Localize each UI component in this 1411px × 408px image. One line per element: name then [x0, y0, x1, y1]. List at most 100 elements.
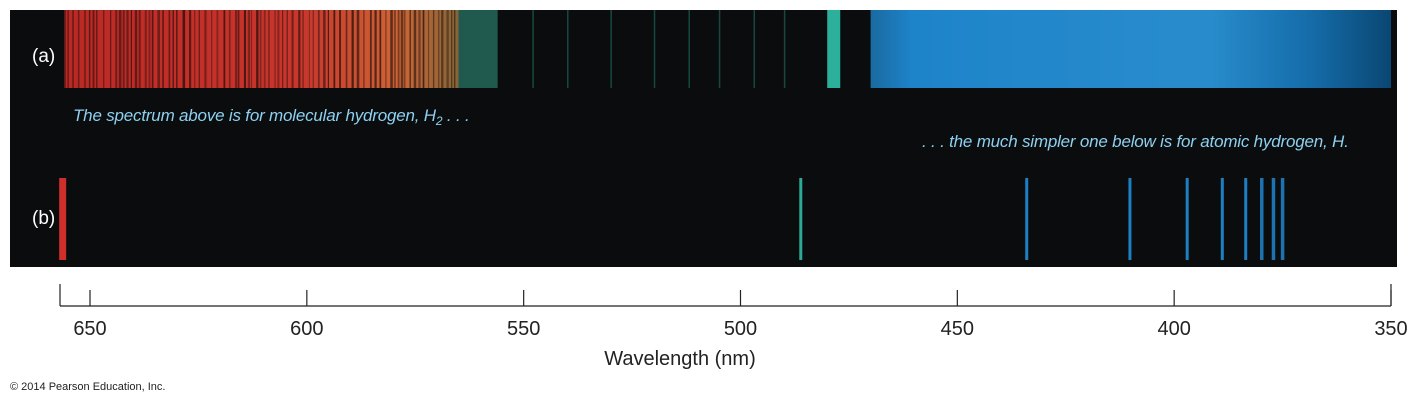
spectrum-a-gap — [351, 10, 354, 88]
spectrum-a-band-segment — [63, 10, 459, 88]
spectrum-a-gap — [369, 10, 372, 88]
spectrum-a-gap — [397, 10, 400, 88]
spectrum-a-gap — [67, 10, 69, 88]
spectrum-a-gap — [268, 10, 270, 88]
spectrum-a-faint-line — [783, 10, 786, 88]
axis-tick-label: 450 — [940, 318, 975, 340]
spectrum-a-gap — [151, 10, 154, 88]
spectrum-b-line — [1185, 178, 1189, 260]
spectrum-a-gap — [451, 10, 453, 88]
spectrum-a-gap — [379, 10, 382, 88]
spectrum-a-gap — [286, 10, 288, 88]
spectrum-a-gap — [118, 10, 122, 88]
spectrum-a-gap — [235, 10, 238, 88]
spectrum-a-gap — [228, 10, 231, 88]
spectrum-a-gap — [446, 10, 449, 88]
spectrum-a-gap — [115, 10, 118, 88]
spectrum-a-gap — [400, 10, 404, 88]
axis-tick-label: 400 — [1157, 318, 1191, 340]
spectrum-a-gap — [432, 10, 435, 88]
spectrum-a-gap — [308, 10, 310, 88]
molecular-caption-text: The spectrum above is for molecular hydr… — [73, 106, 436, 125]
spectrum-a-band — [63, 10, 1391, 88]
atomic-caption: . . . the much simpler one below is for … — [922, 132, 1349, 151]
spectrum-a-gap — [134, 10, 138, 88]
spectrum-a-gap — [345, 10, 348, 88]
spectrum-a-gap — [277, 10, 280, 88]
molecular-caption: The spectrum above is for molecular hydr… — [73, 106, 470, 128]
spectrum-a-gap — [211, 10, 213, 88]
spectrum-b-line — [799, 178, 803, 260]
spectrum-a-gap — [363, 10, 365, 88]
spectrum-a-gap — [282, 10, 284, 88]
spectrum-a-gap — [317, 10, 320, 88]
spectrum-a-gap — [162, 10, 164, 88]
spectrum-b-line — [1244, 178, 1248, 260]
spectrum-a-gap — [77, 10, 80, 88]
row-label-b: (b) — [32, 208, 56, 229]
spectrum-a-gap — [148, 10, 151, 88]
spectrum-a-gap — [422, 10, 425, 88]
spectrum-a-faint-line — [688, 10, 690, 88]
molecular-caption-tail: . . . — [442, 106, 470, 125]
spectrum-b-line — [1220, 178, 1224, 260]
spectrum-a-gap — [109, 10, 112, 88]
spectrum-a-gap — [385, 10, 387, 88]
spectrum-a-gap — [72, 10, 74, 88]
spectrum-b-line — [1280, 178, 1285, 260]
spectrum-a-gap — [130, 10, 132, 88]
spectrum-a-gap — [427, 10, 430, 88]
spectrum-a-faint-line — [567, 10, 569, 88]
spectrum-a-faint-line — [753, 10, 756, 88]
spectrum-a-gap — [291, 10, 294, 88]
spectrum-a-gap — [223, 10, 226, 88]
spectrum-a-gap — [144, 10, 147, 88]
row-label-a: (a) — [32, 46, 56, 67]
spectrum-a-gap — [83, 10, 87, 88]
spectrum-a-gap — [138, 10, 141, 88]
spectrum-a-gap — [243, 10, 246, 88]
spectrum-a-gap — [274, 10, 276, 88]
spectrum-a-gap — [157, 10, 160, 88]
copyright-notice: © 2014 Pearson Education, Inc. — [10, 381, 166, 393]
spectrum-b-lines — [59, 178, 1285, 260]
spectrum-a-band-segment — [870, 10, 1391, 88]
spectrum-a-gap — [176, 10, 178, 88]
spectrum-a-gap — [182, 10, 186, 88]
spectrum-a-faint-line — [653, 10, 656, 88]
spectrum-a-gap — [327, 10, 330, 88]
spectrum-a-gap — [122, 10, 125, 88]
spectrum-b-line — [1128, 178, 1132, 260]
spectrum-a-faint-line — [718, 10, 721, 88]
spectrum-a-gap — [437, 10, 440, 88]
axis-tick-label: 550 — [506, 318, 541, 340]
spectrum-b-line — [1271, 178, 1276, 260]
spectrum-a-gap — [298, 10, 301, 88]
spectrum-a-gap — [256, 10, 259, 88]
spectrum-a-faint-line — [532, 10, 534, 88]
spectrum-a-gap — [374, 10, 377, 88]
spectrum-a-gap — [409, 10, 411, 88]
axis-tick-label: 600 — [290, 318, 324, 340]
spectrum-a-gap — [263, 10, 266, 88]
spectrum-a-gap — [194, 10, 196, 88]
spectrum-b-line — [1025, 178, 1029, 260]
spectrum-panel: (a) (b) The spectrum above is for molecu… — [10, 10, 1397, 267]
spectrum-a-gap — [92, 10, 95, 88]
spectrum-a-gap — [188, 10, 192, 88]
spectrum-a-gap — [339, 10, 341, 88]
spectrum-a-gap — [126, 10, 129, 88]
spectrum-a-gap — [302, 10, 304, 88]
spectrum-b-line — [59, 178, 67, 260]
axis-tick-label: 350 — [1374, 318, 1408, 340]
spectrum-a-gap — [103, 10, 105, 88]
spectrum-a-faint-line — [610, 10, 612, 88]
spectrum-a-gap — [454, 10, 456, 88]
spectrum-a-gap — [96, 10, 98, 88]
spectrum-a-gap — [88, 10, 91, 88]
spectrum-a-band-segment — [458, 10, 498, 88]
spectrum-a-gap — [238, 10, 240, 88]
spectrum-a-gap — [413, 10, 417, 88]
spectrum-a-gap — [393, 10, 396, 88]
spectrum-a-gap — [356, 10, 360, 88]
